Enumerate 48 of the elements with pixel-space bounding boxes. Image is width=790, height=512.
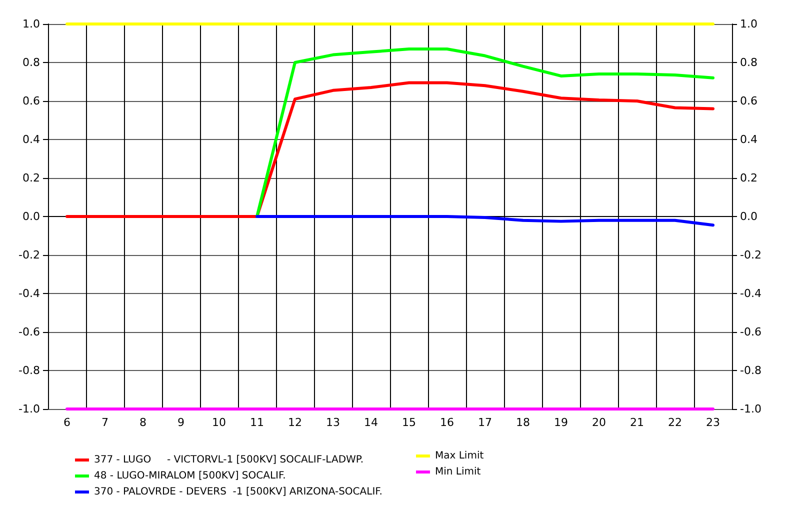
legend-label: 48 - LUGO-MIRALOM [500KV] SOCALIF.	[94, 470, 286, 482]
y-tick-label: 0.6	[22, 94, 40, 108]
line-series	[66, 81, 714, 218]
y2-tick-label: 0.2	[740, 172, 758, 184]
y-tick-label: 1.0	[22, 18, 40, 30]
x-tick-label: 6	[64, 416, 70, 429]
x-tick-label: 7	[102, 416, 108, 429]
y2-tick-label: 0.8	[740, 56, 758, 69]
x-tick-label: 19	[554, 416, 568, 429]
x-tick-label: 18	[516, 416, 530, 429]
y-tick-label: -0.2	[18, 248, 40, 262]
x-tick-label: 11	[250, 416, 264, 429]
legend-label: Min Limit	[435, 466, 481, 478]
x-tick-label: 23	[706, 416, 720, 429]
x-tick-label: 22	[668, 416, 682, 429]
y2-tick-label: 1.0	[740, 18, 758, 30]
y-tick-label: -0.6	[18, 326, 40, 338]
y-tick-label: 0.8	[22, 56, 40, 69]
x-tick-label: 13	[326, 416, 340, 429]
y-tick-label: -0.8	[18, 364, 40, 377]
y2-tick-label: 0.6	[740, 94, 758, 108]
x-tick-label: 21	[630, 416, 644, 429]
x-tick-label: 16	[440, 416, 454, 429]
y-tick-label: 0.2	[22, 172, 40, 184]
legend-label: 377 - LUGO - VICTORVL-1 [500KV] SOCALIF-LADWP.	[94, 454, 364, 466]
x-tick-label: 8	[140, 416, 146, 429]
x-tick-label: 9	[178, 416, 184, 429]
x-tick-label: 12	[288, 416, 302, 429]
legend-label: 370 - PALOVRDE - DEVERS -1 [500KV] ARIZONA-SOCALIF.	[94, 486, 382, 498]
line-series	[256, 215, 714, 227]
y-tick-label: -0.4	[18, 287, 40, 300]
x-tick-label: 20	[592, 416, 606, 429]
y-tick-label: 0.4	[22, 133, 40, 146]
x-tick-label: 15	[402, 416, 416, 429]
y2-tick-label: -1.0	[740, 402, 762, 416]
y2-tick-label: -0.8	[740, 364, 762, 377]
y2-tick-label: -0.4	[740, 287, 762, 300]
legend-label: Max Limit	[435, 450, 484, 462]
y2-tick-label: 0.4	[740, 133, 758, 146]
y-tick-label: -1.0	[18, 402, 40, 416]
x-tick-label: 17	[478, 416, 492, 429]
y2-tick-label: 0.0	[740, 210, 758, 223]
x-tick-label: 14	[364, 416, 378, 429]
y2-tick-label: -0.2	[740, 248, 762, 262]
y-tick-label: 0.0	[22, 210, 40, 223]
line-series	[256, 48, 714, 218]
x-tick-label: 10	[212, 416, 226, 429]
y2-tick-label: -0.6	[740, 326, 762, 338]
